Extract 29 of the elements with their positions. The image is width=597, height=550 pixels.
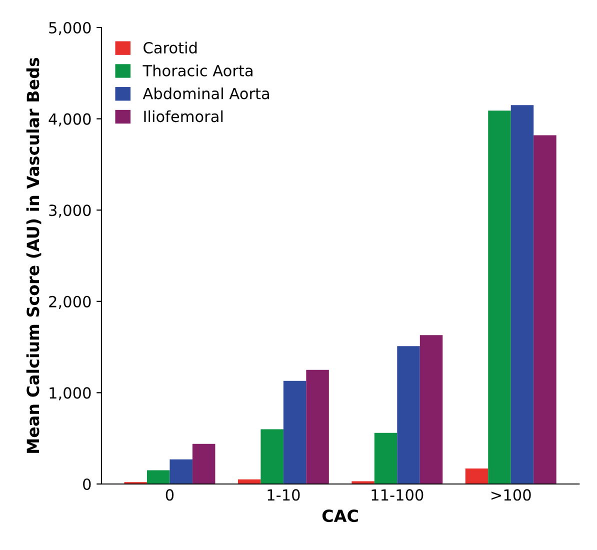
y-tick-label: 3,000 xyxy=(49,204,91,218)
legend-label: Abdominal Aorta xyxy=(142,87,269,100)
y-tick-label: 0 xyxy=(83,478,91,490)
bar xyxy=(534,135,556,484)
bar xyxy=(170,459,192,484)
x-tick-label: 0 xyxy=(166,489,174,501)
x-tick-label: 1-10 xyxy=(268,489,300,501)
bar xyxy=(465,468,488,484)
y-tick-label: 4,000 xyxy=(48,113,91,126)
bar xyxy=(420,335,443,484)
bar xyxy=(510,105,534,484)
y-tick-label: 5,000 xyxy=(49,22,91,36)
bar xyxy=(306,370,329,484)
bar xyxy=(397,346,420,484)
y-axis-title: Mean Calcium Score (AU) in Vascular Beds xyxy=(26,58,42,453)
x-tick-label: 11-100 xyxy=(372,489,424,501)
bar xyxy=(488,110,511,484)
bar xyxy=(283,380,306,484)
legend-label: Carotid xyxy=(144,42,197,54)
x-tick-label: >100 xyxy=(492,489,531,501)
y-tick-label: 2,000 xyxy=(49,296,91,309)
bar xyxy=(374,432,398,484)
x-axis-title: CAC xyxy=(322,509,358,522)
y-tick-label: 1,000 xyxy=(50,387,91,400)
bar xyxy=(192,444,216,484)
legend-label: Thoracic Aorta xyxy=(142,64,252,76)
legend-label: Iliofemoral xyxy=(144,110,223,122)
bar xyxy=(146,470,170,484)
bar xyxy=(260,429,284,484)
